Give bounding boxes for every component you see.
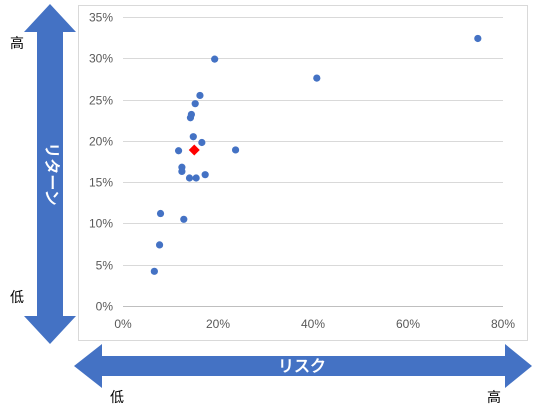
data-point — [191, 100, 199, 108]
data-point — [196, 91, 204, 100]
x-tick-label: 80% — [491, 317, 515, 331]
highlight-point — [188, 144, 200, 156]
data-point — [192, 174, 200, 182]
risk-high-label: 高 — [487, 389, 501, 406]
risk-low-label: 低 — [110, 390, 124, 406]
data-point — [174, 147, 183, 155]
y-tick-label: 5% — [96, 259, 114, 273]
return-low-label: 低 — [10, 290, 24, 306]
y-tick-label: 30% — [89, 52, 113, 66]
chart-border — [78, 5, 528, 341]
data-point — [201, 171, 209, 179]
y-tick-label: 10% — [89, 217, 113, 231]
data-point — [150, 267, 158, 275]
data-point — [313, 74, 321, 82]
data-point — [474, 34, 482, 43]
x-tick-label: 40% — [301, 317, 325, 331]
x-tick-label: 20% — [206, 317, 230, 331]
data-point — [156, 209, 165, 218]
risk-arrow-label: リスク — [278, 357, 326, 376]
data-point — [178, 163, 186, 171]
data-point — [211, 55, 219, 63]
y-tick-label: 35% — [89, 11, 113, 25]
y-tick-label: 15% — [89, 176, 113, 190]
data-points — [150, 34, 482, 275]
y-tick-label: 0% — [96, 300, 114, 314]
return-arrow-label: リターン — [43, 142, 62, 205]
data-point — [189, 133, 197, 141]
y-tick-label: 25% — [89, 94, 113, 108]
x-tick-label: 60% — [396, 317, 420, 331]
data-point — [231, 146, 240, 154]
data-point — [185, 174, 194, 182]
y-tick-label: 20% — [89, 135, 113, 149]
data-point — [187, 110, 195, 119]
return-high-label: 高 — [10, 35, 24, 52]
data-point — [180, 215, 188, 223]
gridlines — [123, 17, 503, 266]
x-tick-labels: 0% 20% 40% 60% 80% — [114, 317, 515, 331]
return-arrow — [24, 4, 76, 344]
x-tick-label: 0% — [114, 317, 132, 331]
data-point — [198, 138, 206, 147]
data-point — [155, 241, 164, 249]
y-tick-labels: 0% 5% 10% 15% 20% 25% 30% 35% — [89, 11, 113, 314]
risk-arrow — [74, 344, 532, 388]
